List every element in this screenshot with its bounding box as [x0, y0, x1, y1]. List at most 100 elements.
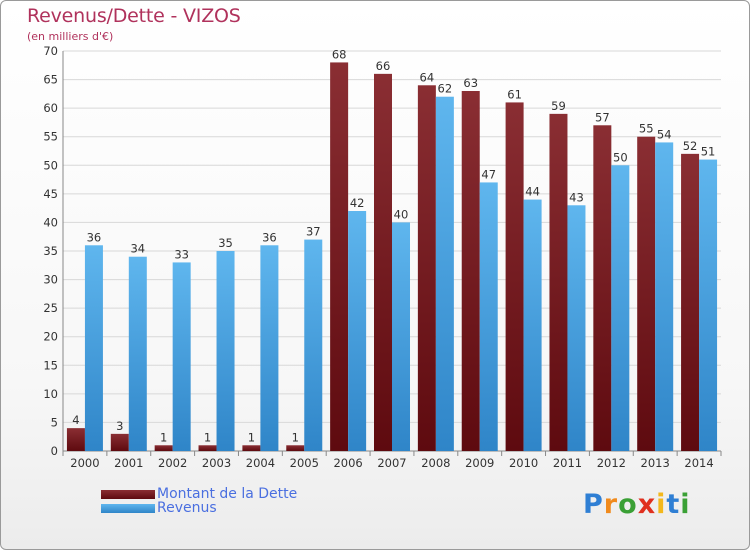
data-label-debt-2005: 1 — [292, 430, 299, 444]
data-label-revenue-2008: 62 — [438, 82, 453, 96]
data-label-debt-2000: 4 — [72, 413, 79, 427]
data-label-revenue-2011: 43 — [569, 190, 584, 204]
x-tick-label: 2009 — [465, 456, 494, 470]
y-tick-label: 70 — [43, 44, 58, 58]
data-label-debt-2011: 59 — [551, 99, 566, 113]
legend-label-debt: Montant de la Dette — [157, 486, 298, 502]
x-tick-label: 2001 — [114, 456, 143, 470]
x-tick-label: 2013 — [641, 456, 670, 470]
y-tick-label: 25 — [43, 301, 58, 315]
y-tick-label: 50 — [43, 158, 58, 172]
bar-revenue-2009 — [479, 182, 498, 451]
data-label-revenue-2002: 33 — [174, 247, 189, 261]
logo-letter: o — [618, 489, 638, 520]
data-label-revenue-2006: 42 — [350, 196, 365, 210]
y-tick-label: 15 — [43, 358, 58, 372]
logo-letter: i — [656, 489, 667, 520]
data-label-debt-2006: 68 — [332, 47, 347, 61]
legend-label-revenue: Revenus — [157, 500, 217, 516]
bar-revenue-2010 — [523, 199, 542, 451]
logo-letter: r — [603, 489, 619, 520]
x-tick-label: 2004 — [246, 456, 275, 470]
bar-revenue-2006 — [348, 211, 367, 451]
axes: 0 5 10 15 20 25 30 35 40 45 50 55 60 65 70 2000 2001 2002… — [43, 44, 722, 470]
bar-revenue-2002 — [172, 262, 191, 451]
bar-debt-2001 — [110, 433, 129, 451]
x-tick-label: 2010 — [509, 456, 538, 470]
data-label-revenue-2004: 36 — [262, 230, 277, 244]
data-label-debt-2001: 3 — [116, 419, 123, 433]
data-label-revenue-2001: 34 — [130, 242, 145, 256]
bar-revenue-2005 — [304, 239, 323, 451]
bar-revenue-2008 — [435, 96, 454, 451]
logo-letter: t — [666, 489, 681, 520]
bar-debt-2006 — [330, 62, 349, 452]
bar-revenue-2000 — [84, 245, 103, 451]
y-tick-label: 40 — [43, 215, 58, 229]
y-tick-label: 35 — [43, 244, 58, 258]
bar-debt-2014 — [681, 153, 700, 451]
y-tick-label: 10 — [43, 387, 58, 401]
bar-revenue-2003 — [216, 251, 235, 451]
data-label-debt-2004: 1 — [248, 430, 255, 444]
y-tick-label: 60 — [43, 101, 58, 115]
data-label-debt-2010: 61 — [507, 87, 522, 101]
data-label-debt-2008: 64 — [420, 70, 435, 84]
logo-letter: i — [680, 489, 691, 520]
data-label-debt-2012: 57 — [595, 110, 610, 124]
bar-debt-2010 — [505, 102, 524, 451]
x-tick-label: 2012 — [597, 456, 626, 470]
y-tick-label: 55 — [43, 130, 58, 144]
bar-debt-2005 — [286, 445, 305, 451]
x-tick-label: 2000 — [70, 456, 99, 470]
logo-letter: x — [637, 489, 657, 520]
x-tick-label: 2007 — [377, 456, 406, 470]
y-tick-label: 0 — [51, 444, 58, 458]
data-label-revenue-2005: 37 — [306, 225, 321, 239]
legend-swatch-debt — [101, 490, 155, 499]
bar-revenue-2012 — [611, 165, 630, 452]
data-label-revenue-2014: 51 — [701, 145, 716, 159]
bar-debt-2007 — [374, 73, 392, 451]
bar-revenue-2014 — [699, 159, 718, 452]
bar-revenue-2001 — [128, 256, 147, 451]
chart-title: Revenus/Dette - VIZOS — [27, 5, 241, 27]
data-label-revenue-2012: 50 — [613, 150, 628, 164]
x-tick-label: 2011 — [553, 456, 582, 470]
data-label-debt-2013: 55 — [639, 122, 654, 136]
data-label-debt-2009: 63 — [463, 76, 478, 90]
bar-debt-2012 — [593, 125, 612, 452]
data-label-debt-2014: 52 — [683, 139, 698, 153]
data-label-revenue-2000: 36 — [87, 230, 102, 244]
bar-debt-2004 — [242, 445, 261, 451]
y-tick-label: 65 — [43, 73, 58, 87]
logo-letter: P — [583, 489, 604, 520]
bar-debt-2008 — [417, 85, 436, 452]
data-label-debt-2002: 1 — [160, 430, 167, 444]
x-tick-label: 2002 — [158, 456, 187, 470]
bar-revenue-2011 — [567, 205, 586, 451]
bar-revenue-2013 — [655, 142, 674, 451]
legend-swatch-revenue — [101, 504, 155, 513]
bar-debt-2003 — [198, 445, 217, 451]
bar-revenue-2004 — [260, 245, 279, 451]
data-label-revenue-2010: 44 — [525, 185, 540, 199]
x-tick-label: 2006 — [333, 456, 362, 470]
y-tick-label: 30 — [43, 273, 58, 287]
y-tick-label: 5 — [51, 415, 58, 429]
data-label-revenue-2009: 47 — [481, 167, 496, 181]
data-label-debt-2003: 1 — [204, 430, 211, 444]
data-label-revenue-2003: 35 — [218, 236, 233, 250]
bars — [66, 62, 718, 452]
bar-debt-2000 — [66, 428, 85, 451]
x-tick-label: 2005 — [290, 456, 319, 470]
bar-revenue-2007 — [392, 222, 410, 451]
x-tick-label: 2014 — [684, 456, 713, 470]
proxiti-logo: Proxiti — [583, 489, 691, 520]
y-tick-label: 20 — [43, 330, 58, 344]
bar-debt-2002 — [154, 445, 173, 451]
bar-debt-2013 — [637, 136, 656, 451]
